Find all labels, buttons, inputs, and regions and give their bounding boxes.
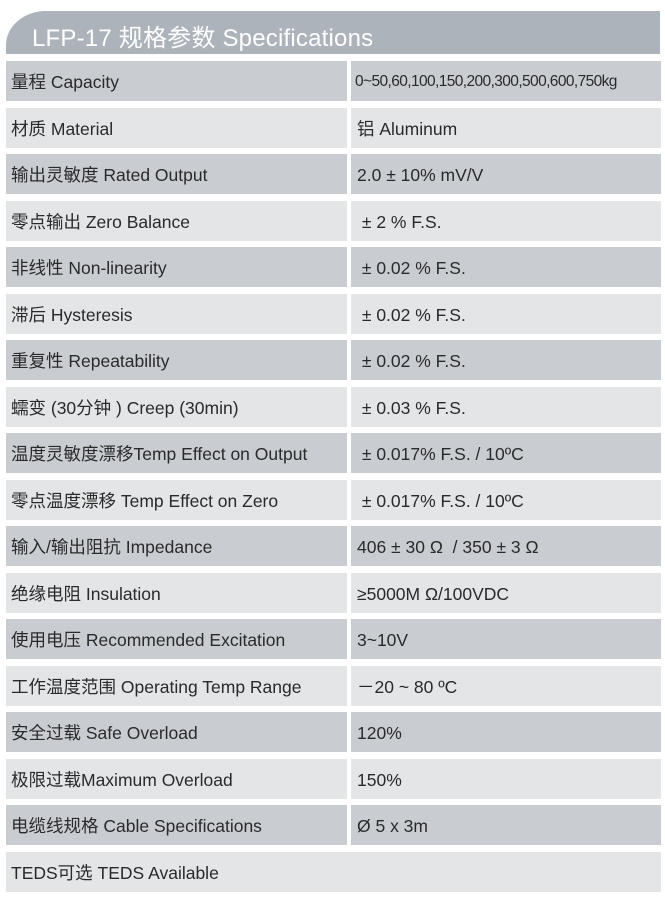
spec-value: ± 0.03 % F.S.	[351, 386, 661, 427]
spec-value: 铝 Aluminum	[351, 107, 661, 148]
spec-label: 材质 Material	[6, 107, 347, 148]
spec-table-title: LFP-17 规格参数 Specifications	[32, 25, 374, 52]
spec-label: 零点温度漂移 Temp Effect on Zero	[6, 479, 347, 520]
spec-label: 温度灵敏度漂移Temp Effect on Output	[6, 433, 347, 473]
spec-row: 非线性 Non-linearity ± 0.02 % F.S.	[6, 247, 661, 287]
spec-value: ± 0.02 % F.S.	[351, 247, 661, 287]
spec-label: 非线性 Non-linearity	[6, 247, 347, 287]
spec-value: 2.0 ± 10% mV/V	[351, 154, 661, 194]
spec-label: 使用电压 Recommended Excitation	[6, 619, 347, 659]
spec-label: 绝缘电阻 Insulation	[6, 572, 347, 613]
spec-row: 使用电压 Recommended Excitation 3~10V	[6, 619, 661, 659]
spec-row: 温度灵敏度漂移Temp Effect on Output ± 0.017% F.…	[6, 433, 661, 473]
spec-table: 量程 Capacity 0~50,60,100,150,200,300,500,6…	[6, 61, 661, 898]
spec-row: 输出灵敏度 Rated Output 2.0 ± 10% mV/V	[6, 154, 661, 194]
spec-row: 极限过载Maximum Overload 150%	[6, 758, 661, 799]
spec-label: 输出灵敏度 Rated Output	[6, 154, 347, 194]
spec-value: ± 0.017% F.S. / 10ºC	[351, 433, 661, 473]
spec-label: 安全过载 Safe Overload	[6, 712, 347, 752]
spec-label: 输入/输出阻抗 Impedance	[6, 526, 347, 566]
spec-row: 重复性 Repeatability ± 0.02 % F.S.	[6, 340, 661, 380]
spec-label: 滞后 Hysteresis	[6, 293, 347, 334]
spec-label: TEDS可选 TEDS Available	[6, 851, 661, 892]
spec-value: ≥5000M Ω/100VDC	[351, 572, 661, 613]
spec-row: 量程 Capacity 0~50,60,100,150,200,300,500,6…	[6, 61, 661, 101]
spec-value: 150%	[351, 758, 661, 799]
spec-row: 工作温度范围 Operating Temp Range －20 ~ 80 ºC	[6, 665, 661, 706]
spec-value: ± 0.02 % F.S.	[351, 340, 661, 380]
spec-label: 工作温度范围 Operating Temp Range	[6, 665, 347, 706]
spec-value: ± 0.017% F.S. / 10ºC	[351, 479, 661, 520]
spec-label: 零点输出 Zero Balance	[6, 200, 347, 241]
spec-label: 重复性 Repeatability	[6, 340, 347, 380]
spec-label: 量程 Capacity	[6, 61, 347, 101]
spec-value: 0~50,60,100,150,200,300,500,600,750kg	[351, 61, 661, 101]
spec-label: 极限过载Maximum Overload	[6, 758, 347, 799]
spec-row: 绝缘电阻 Insulation ≥5000M Ω/100VDC	[6, 572, 661, 613]
spec-value: 406 ± 30 Ω / 350 ± 3 Ω	[351, 526, 661, 566]
spec-row: 滞后 Hysteresis ± 0.02 % F.S.	[6, 293, 661, 334]
spec-value: －20 ~ 80 ºC	[351, 665, 661, 706]
spec-label: 电缆线规格 Cable Specifications	[6, 805, 347, 845]
spec-value: ± 2 % F.S.	[351, 200, 661, 241]
spec-value: ± 0.02 % F.S.	[351, 293, 661, 334]
spec-row-teds: TEDS可选 TEDS Available	[6, 851, 661, 892]
spec-row: 零点温度漂移 Temp Effect on Zero ± 0.017% F.S.…	[6, 479, 661, 520]
spec-value: Ø 5 x 3m	[351, 805, 661, 845]
spec-value: 120%	[351, 712, 661, 752]
spec-row: 蠕变 (30分钟 ) Creep (30min) ± 0.03 % F.S.	[6, 386, 661, 427]
spec-table-header: LFP-17 规格参数 Specifications	[6, 11, 660, 54]
spec-value: 3~10V	[351, 619, 661, 659]
spec-row: 安全过载 Safe Overload 120%	[6, 712, 661, 752]
spec-row: 零点输出 Zero Balance ± 2 % F.S.	[6, 200, 661, 241]
spec-label: 蠕变 (30分钟 ) Creep (30min)	[6, 386, 347, 427]
spec-row: 电缆线规格 Cable Specifications Ø 5 x 3m	[6, 805, 661, 845]
spec-row: 材质 Material 铝 Aluminum	[6, 107, 661, 148]
spec-row: 输入/输出阻抗 Impedance 406 ± 30 Ω / 350 ± 3 Ω	[6, 526, 661, 566]
